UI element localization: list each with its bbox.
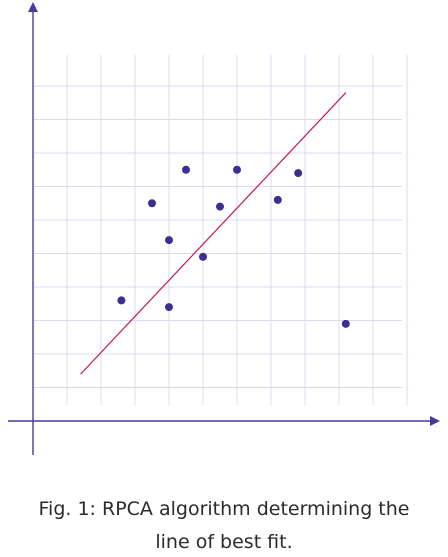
data-point: [294, 169, 303, 178]
data-point: [273, 195, 282, 204]
x-axis-arrowhead: [430, 416, 440, 426]
data-point: [165, 236, 173, 245]
data-point: [182, 165, 190, 174]
data-point: [148, 199, 156, 208]
grid: [34, 55, 408, 405]
data-point: [117, 296, 126, 305]
data-point: [165, 303, 173, 312]
scatter-chart: [8, 2, 440, 455]
data-point: [216, 202, 224, 211]
best-fit-line: [80, 92, 347, 375]
data-points: [117, 165, 350, 328]
data-point: [341, 319, 350, 328]
figure-caption-line-1: Fig. 1: RPCA algorithm determining the: [38, 498, 410, 520]
axes: [8, 2, 440, 455]
figure-caption-line-2: line of best fit.: [155, 531, 293, 553]
fit-line-layer: [80, 92, 347, 375]
data-point: [199, 252, 207, 261]
data-point: [233, 165, 241, 174]
y-axis-arrowhead: [28, 2, 38, 12]
